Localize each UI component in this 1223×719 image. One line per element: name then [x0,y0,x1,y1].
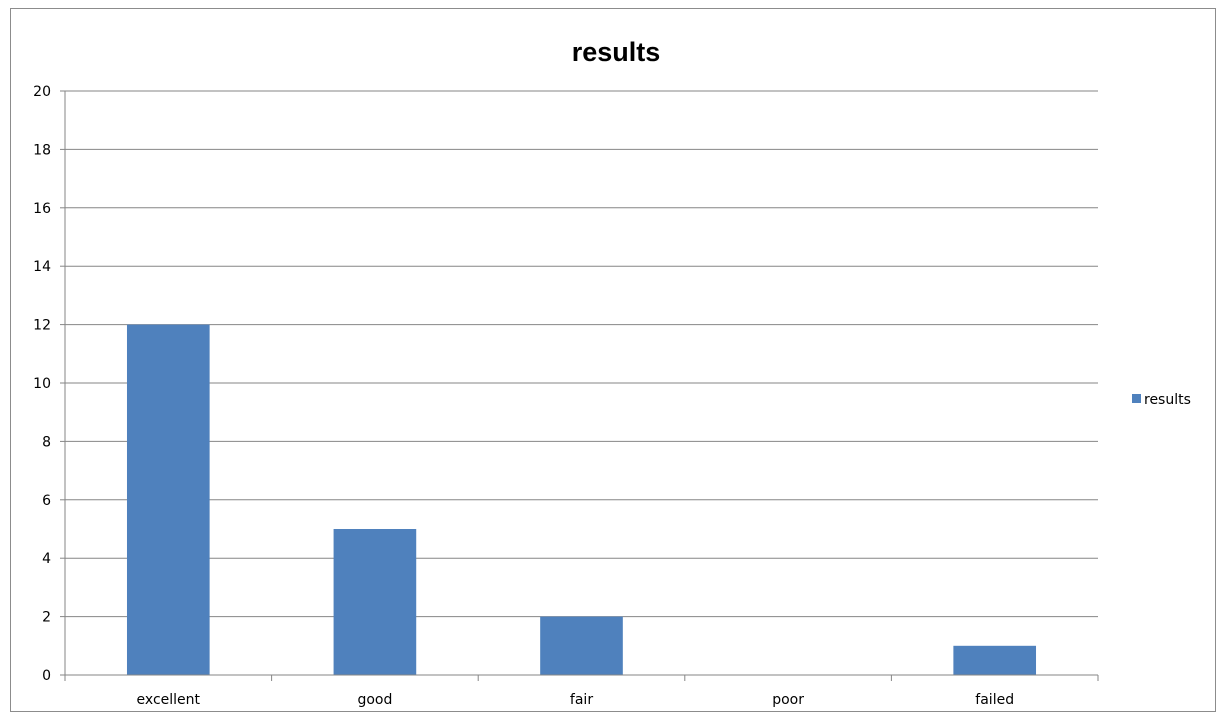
chart-frame: results 0 2 4 6 8 10 12 14 16 18 20 excellent good f… [10,8,1216,712]
legend-label: results [1144,392,1191,408]
bar [333,529,417,675]
y-tick-label: 6 [42,493,51,509]
y-tick-label: 12 [33,318,51,334]
chart-title: results [572,37,661,67]
x-tick-label: good [357,692,392,708]
x-tick-label: failed [975,692,1014,708]
bar [540,616,623,675]
x-axis-ticks: excellent good fair poor failed [64,675,1099,708]
y-tick-label: 2 [42,610,51,626]
gridlines [65,90,1098,618]
y-tick-label: 20 [33,84,51,100]
y-tick-label: 14 [33,259,51,275]
axes [64,91,1098,676]
bar [953,645,1037,675]
bar-chart: results 0 2 4 6 8 10 12 14 16 18 20 excellent good f… [33,37,1191,708]
legend: results [1132,392,1191,408]
x-tick-label: poor [772,692,804,708]
y-tick-label: 10 [33,376,51,392]
y-tick-label: 16 [33,201,51,217]
y-axis-ticks: 0 2 4 6 8 10 12 14 16 18 20 [33,84,65,684]
legend-swatch [1132,394,1141,403]
y-tick-label: 18 [33,142,51,158]
y-tick-label: 8 [42,434,51,450]
y-tick-label: 0 [42,668,51,684]
bars [126,324,1037,675]
x-tick-label: fair [570,692,593,708]
x-tick-label: excellent [137,692,201,708]
bar [126,324,210,675]
y-tick-label: 4 [42,551,51,567]
